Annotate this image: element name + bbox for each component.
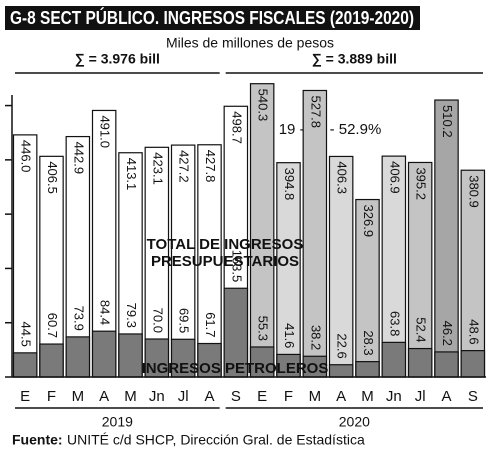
petroleum-value-label: 84.4 bbox=[98, 300, 113, 325]
total-value-label: 540.3 bbox=[256, 89, 271, 122]
petroleum-bar bbox=[39, 343, 64, 378]
year-label: 2019 bbox=[102, 414, 133, 430]
x-tick-label: S bbox=[231, 388, 241, 405]
source-label: Fuente: bbox=[12, 432, 63, 448]
x-tick-label: Jl bbox=[178, 388, 189, 405]
x-tick-label: A bbox=[204, 388, 214, 405]
source-text: UNITÉ c/d SHCP, Dirección Gral. de Estad… bbox=[67, 432, 365, 448]
petroleum-value-label: 73.9 bbox=[71, 306, 86, 331]
petroleum-value-label: 61.7 bbox=[203, 312, 218, 337]
total-value-label: 427.2 bbox=[177, 150, 192, 183]
total-value-label: 446.0 bbox=[19, 140, 34, 173]
subtitle: Miles de millones de pesos bbox=[166, 35, 334, 51]
total-value-label: 442.9 bbox=[71, 142, 86, 175]
petroleum-value-label: 22.6 bbox=[335, 333, 350, 358]
title-box bbox=[5, 6, 420, 30]
petroleum-value-label: 79.3 bbox=[124, 303, 139, 328]
x-tick-label: F bbox=[47, 388, 56, 405]
total-value-label: 413.1 bbox=[124, 158, 139, 191]
petroleum-value-label: 60.7 bbox=[45, 313, 60, 338]
total-value-label: 423.1 bbox=[150, 152, 165, 185]
x-tick-label: F bbox=[284, 388, 293, 405]
petroleum-bar bbox=[12, 352, 38, 378]
total-value-label: 394.8 bbox=[282, 168, 297, 201]
total-value-label: 406.9 bbox=[387, 161, 402, 194]
total-value-label: 380.9 bbox=[466, 175, 481, 208]
year-label: 2020 bbox=[339, 414, 370, 430]
petroleum-value-label: 28.3 bbox=[361, 330, 376, 355]
petroleum-value-label: 55.3 bbox=[256, 316, 271, 341]
total-value-label: 498.7 bbox=[229, 111, 244, 144]
total-value-label: 406.3 bbox=[335, 161, 350, 194]
chart-title: G-8 SECT PÚBLICO. INGRESOS FISCALES (201… bbox=[10, 7, 414, 28]
petroleum-value-label: 41.6 bbox=[282, 323, 297, 348]
petroleum-value-label: 70.0 bbox=[150, 308, 165, 333]
petroleum-value-label: 46.2 bbox=[440, 321, 455, 346]
petroleum-value-label: 44.5 bbox=[19, 322, 34, 347]
x-tick-label: A bbox=[99, 388, 109, 405]
petroleum-bar bbox=[434, 351, 459, 378]
petroleum-value-label: 63.8 bbox=[387, 311, 402, 336]
x-tick-label: E bbox=[257, 388, 267, 405]
x-tick-label: A bbox=[336, 388, 346, 405]
petroleum-value-label: 48.6 bbox=[466, 319, 481, 344]
petroleum-bar bbox=[460, 350, 486, 378]
total-value-label: 395.2 bbox=[414, 167, 429, 200]
total-value-label: 406.5 bbox=[45, 161, 60, 194]
x-tick-label: M bbox=[124, 388, 137, 405]
petroleum-value-label: 38.2 bbox=[308, 325, 323, 350]
group-total: ∑ = 3.976 bill bbox=[75, 51, 160, 68]
x-tick-label: Jn bbox=[149, 388, 165, 405]
x-tick-label: E bbox=[20, 388, 30, 405]
petroleum-label: INGRESOS PETROLEROS bbox=[141, 360, 329, 377]
x-tick-label: S bbox=[468, 388, 478, 405]
petroleum-bar bbox=[65, 336, 91, 378]
total-value-label: 491.0 bbox=[98, 115, 113, 148]
x-tick-label: M bbox=[361, 388, 374, 405]
annotation: 19 - 20 - 52.9% bbox=[279, 121, 382, 138]
group-total: ∑ = 3.889 bill bbox=[312, 51, 397, 68]
total-label: TOTAL DE INGRESOS PRESUPUESTARIOS bbox=[146, 236, 304, 270]
petroleum-bar bbox=[381, 341, 407, 378]
total-value-label: 427.8 bbox=[203, 150, 218, 183]
x-tick-label: M bbox=[309, 388, 322, 405]
petroleum-bar bbox=[407, 347, 433, 378]
total-value-label: 527.8 bbox=[308, 95, 323, 128]
total-value-label: 510.2 bbox=[440, 105, 455, 138]
petroleum-value-label: 69.5 bbox=[177, 308, 192, 333]
x-tick-label: Jn bbox=[386, 388, 402, 405]
x-tick-label: M bbox=[72, 388, 85, 405]
x-tick-label: A bbox=[441, 388, 451, 405]
x-tick-label: Jl bbox=[415, 388, 426, 405]
petroleum-value-label: 163.5 bbox=[229, 250, 244, 283]
total-value-label: 326.9 bbox=[361, 205, 376, 238]
petroleum-value-label: 52.4 bbox=[414, 317, 429, 342]
